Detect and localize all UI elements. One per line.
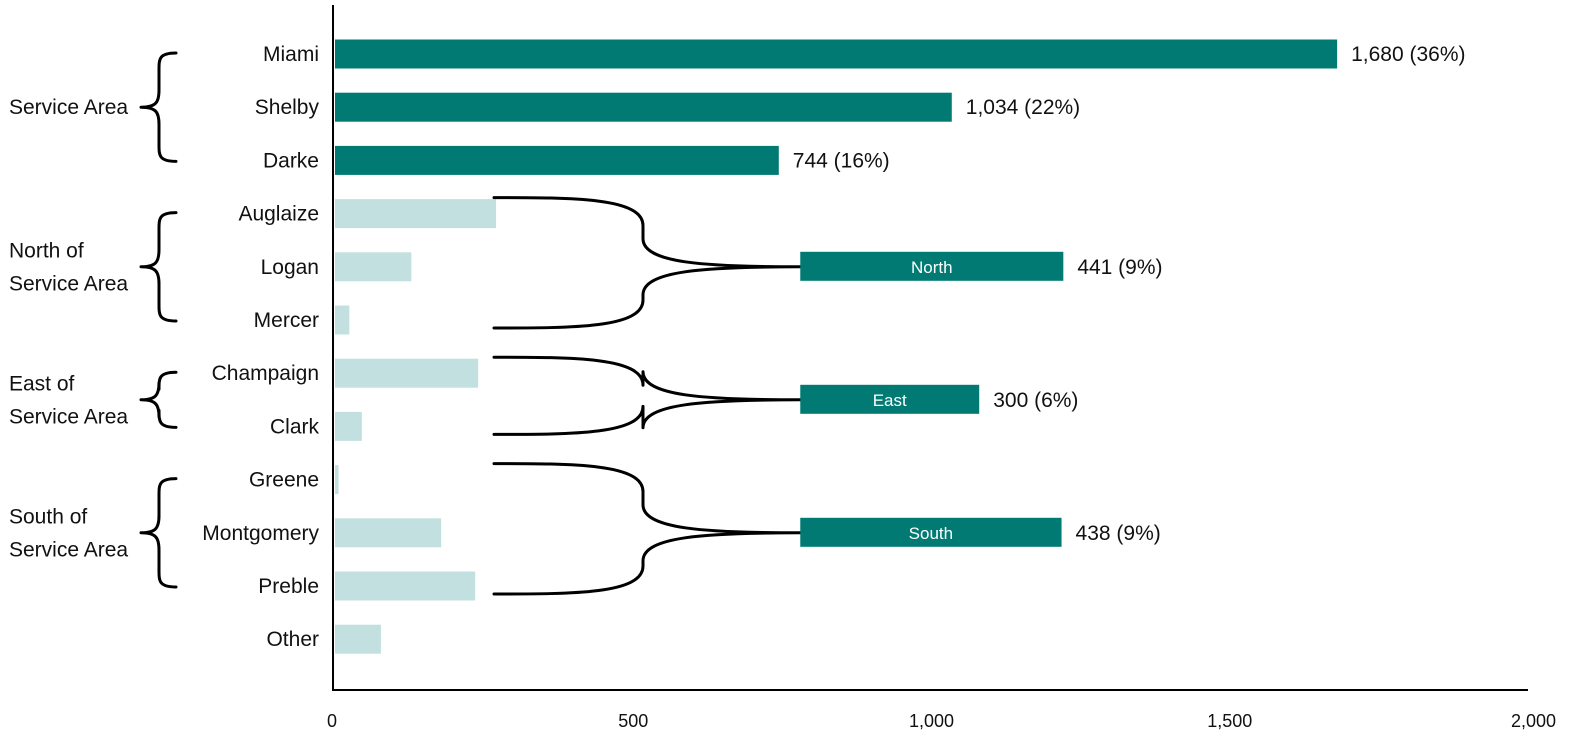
group-label-east-of-service-area-line-2: Service Area bbox=[9, 405, 128, 428]
group-label-north-of-service-area-line-1: North of bbox=[9, 239, 84, 262]
x-tick-label-0: 0 bbox=[327, 711, 337, 731]
group-label-south-of-service-area-line-1: South of bbox=[9, 505, 87, 528]
x-tick-label-2-000: 2,000 bbox=[1511, 711, 1556, 731]
category-label-greene: Greene bbox=[249, 469, 319, 492]
region-name-north: North bbox=[911, 258, 953, 277]
brace-south-of-service-area bbox=[139, 477, 178, 589]
category-label-mercer: Mercer bbox=[254, 309, 319, 332]
value-label-miami: 1,680 (36%) bbox=[1351, 43, 1465, 66]
value-label-darke: 744 (16%) bbox=[793, 149, 890, 172]
bar-mercer bbox=[335, 305, 350, 335]
bar-logan bbox=[335, 252, 412, 282]
region-connectors bbox=[492, 196, 802, 596]
bar-greene bbox=[335, 465, 339, 495]
category-label-montgomery: Montgomery bbox=[202, 522, 319, 545]
bar-preble bbox=[335, 571, 476, 601]
group-label-south-of-service-area-line-2: Service Area bbox=[9, 538, 128, 561]
bar-montgomery bbox=[335, 518, 442, 548]
category-label-miami: Miami bbox=[263, 43, 319, 66]
connector-east bbox=[492, 355, 802, 436]
category-label-preble: Preble bbox=[258, 575, 319, 598]
category-label-other: Other bbox=[266, 628, 319, 651]
group-braces bbox=[139, 51, 178, 589]
category-label-champaign: Champaign bbox=[212, 362, 319, 385]
bars bbox=[335, 39, 1338, 654]
category-label-darke: Darke bbox=[263, 149, 319, 172]
brace-north-of-service-area bbox=[139, 211, 178, 323]
bar-champaign bbox=[335, 358, 479, 388]
region-bar-south bbox=[800, 517, 1062, 547]
connector-north bbox=[492, 196, 802, 330]
region-bars: North East South bbox=[800, 251, 1064, 547]
bar-other bbox=[335, 624, 381, 654]
region-bar-north bbox=[800, 251, 1064, 281]
bar-darke bbox=[335, 145, 779, 175]
axes bbox=[332, 5, 1528, 691]
group-label-east-of-service-area-line-1: East of bbox=[9, 372, 75, 395]
bar-miami bbox=[335, 39, 1338, 69]
region-name-east: East bbox=[873, 391, 907, 410]
brace-service-area bbox=[139, 51, 178, 163]
group-label-service-area-line-1: Service Area bbox=[9, 96, 128, 119]
group-labels: Service Area North of Service Area East of S… bbox=[9, 96, 128, 561]
x-tick-label-500: 500 bbox=[618, 711, 648, 731]
category-label-clark: Clark bbox=[270, 415, 320, 438]
category-label-auglaize: Auglaize bbox=[238, 203, 319, 226]
region-bar-east bbox=[800, 384, 980, 414]
region-value-label-east: 300 (6%) bbox=[993, 389, 1078, 412]
value-labels: 1,680 (36%) 1,034 (22%) 744 (16%) 441 (9%) 3… bbox=[793, 43, 1466, 545]
bar-shelby bbox=[335, 92, 952, 122]
value-label-shelby: 1,034 (22%) bbox=[966, 96, 1080, 119]
brace-east-of-service-area bbox=[139, 370, 178, 429]
connector-south bbox=[492, 462, 802, 596]
x-tick-label-1-500: 1,500 bbox=[1207, 711, 1252, 731]
category-label-logan: Logan bbox=[261, 256, 319, 279]
category-label-shelby: Shelby bbox=[255, 96, 320, 119]
x-tick-label-1-000: 1,000 bbox=[909, 711, 954, 731]
group-label-north-of-service-area-line-2: Service Area bbox=[9, 272, 128, 295]
region-value-label-south: 438 (9%) bbox=[1076, 522, 1161, 545]
bar-clark bbox=[335, 411, 362, 441]
category-labels: Miami Shelby Darke Auglaize Logan Mercer Champ… bbox=[202, 43, 319, 651]
region-value-label-north: 441 (9%) bbox=[1077, 256, 1162, 279]
x-tick-labels: 0 500 1,000 1,500 2,000 bbox=[327, 711, 1556, 731]
bar-auglaize bbox=[335, 199, 497, 229]
region-name-south: South bbox=[909, 524, 953, 543]
